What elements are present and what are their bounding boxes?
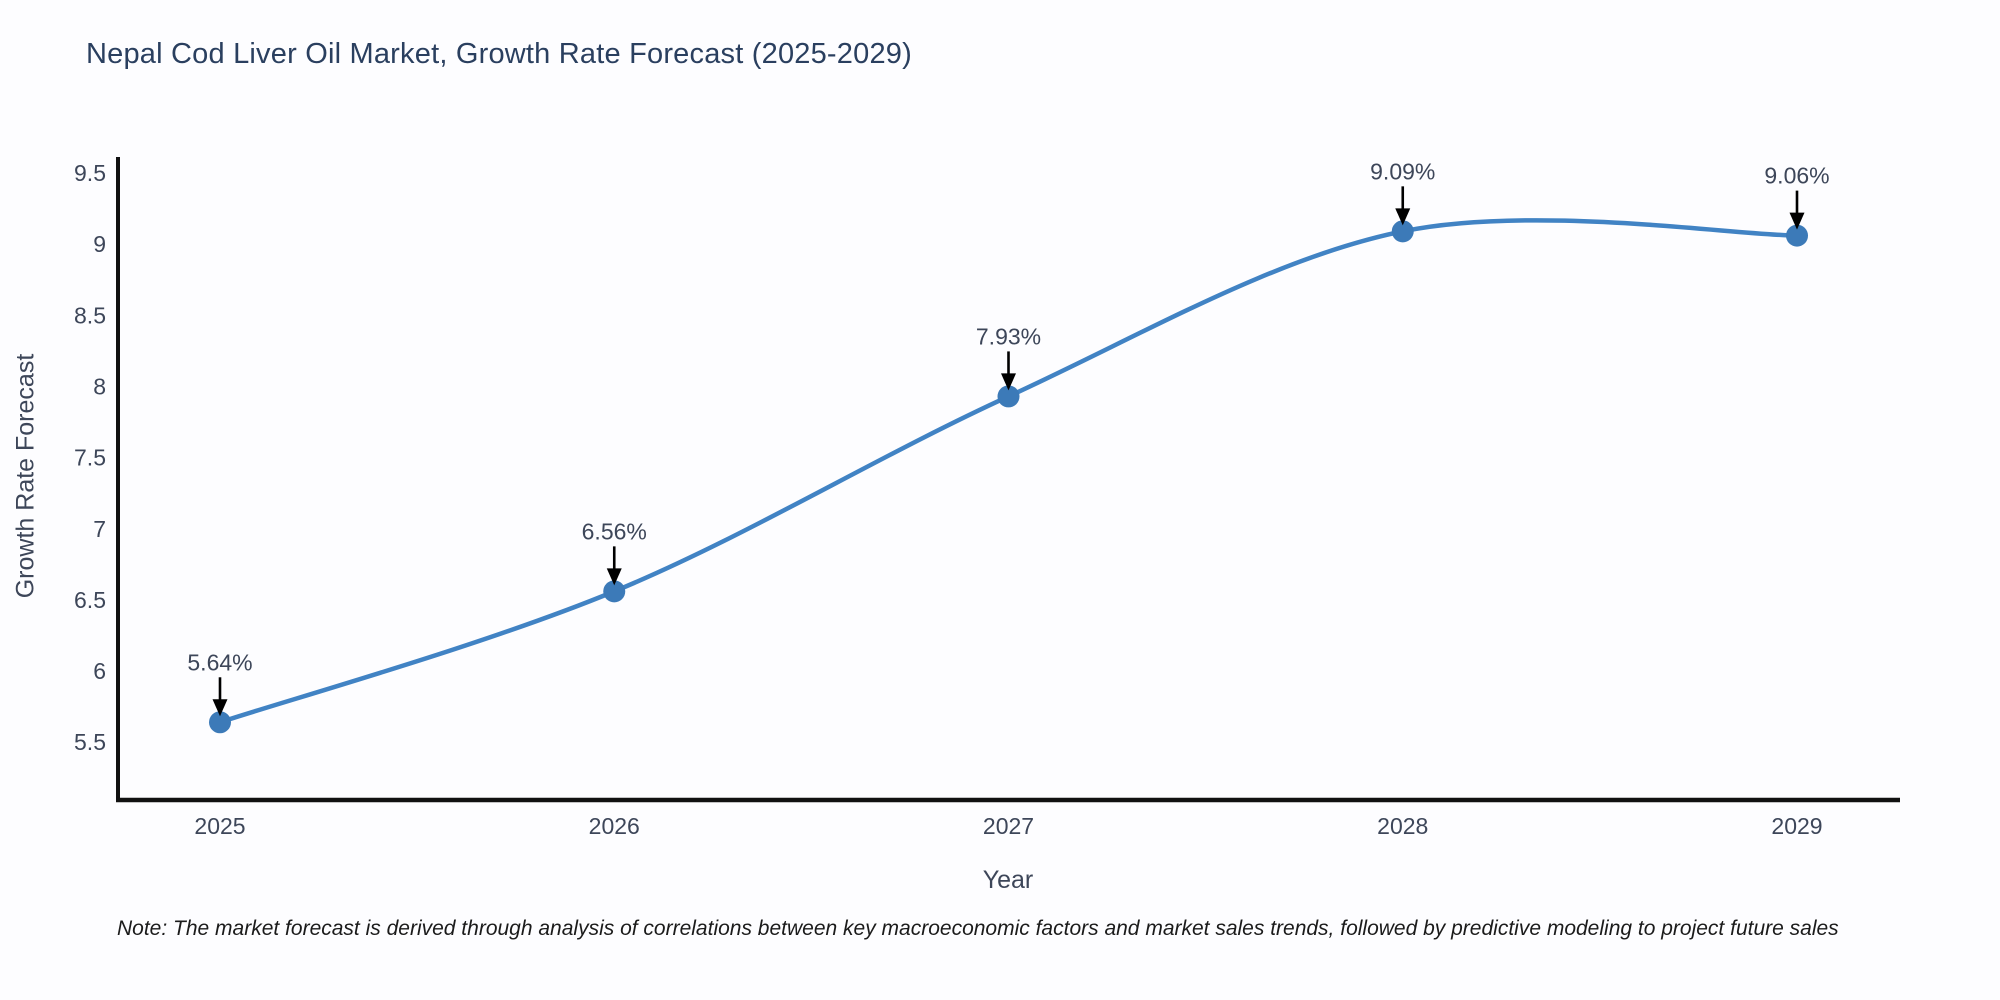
annotation-arrowhead (606, 568, 622, 586)
x-tick-label: 2025 (194, 813, 245, 839)
x-tick-label: 2027 (983, 813, 1034, 839)
data-point-marker (209, 711, 231, 734)
x-axis-title: Year (982, 866, 1034, 894)
annotation-label: 9.06% (1764, 163, 1829, 189)
y-tick-label: 7 (93, 516, 106, 542)
annotation-label: 7.93% (976, 323, 1041, 349)
y-tick-label: 9.5 (74, 160, 106, 186)
annotation-arrowhead (1001, 373, 1016, 391)
x-tick-label: 2029 (1771, 813, 1822, 839)
y-tick-label: 6.5 (74, 587, 106, 613)
annotation-arrowhead (212, 699, 228, 717)
data-point-marker (1391, 220, 1414, 243)
y-tick-label: 8.5 (74, 302, 106, 328)
trend-line (219, 218, 1798, 725)
data-point-marker (603, 580, 626, 603)
data-point-marker (1786, 224, 1808, 247)
y-tick-label: 9 (93, 231, 106, 257)
chart-title: Nepal Cod Liver Oil Market, Growth Rate … (86, 38, 912, 70)
annotation-label: 9.09% (1370, 158, 1435, 184)
y-tick-label: 6 (93, 658, 106, 684)
annotation-arrowhead (1789, 212, 1805, 230)
y-tick-label: 8 (93, 373, 106, 399)
x-tick-label: 2028 (1377, 813, 1428, 839)
y-tick-label: 5.5 (74, 729, 106, 755)
x-tick-label: 2026 (589, 813, 640, 839)
chart-footnote: Note: The market forecast is derived thr… (117, 917, 1839, 940)
annotation-arrowhead (1395, 208, 1411, 226)
annotation-label: 6.56% (582, 518, 647, 544)
annotation-label: 5.64% (187, 649, 252, 675)
data-point-marker (997, 385, 1020, 408)
y-tick-label: 7.5 (74, 445, 106, 471)
